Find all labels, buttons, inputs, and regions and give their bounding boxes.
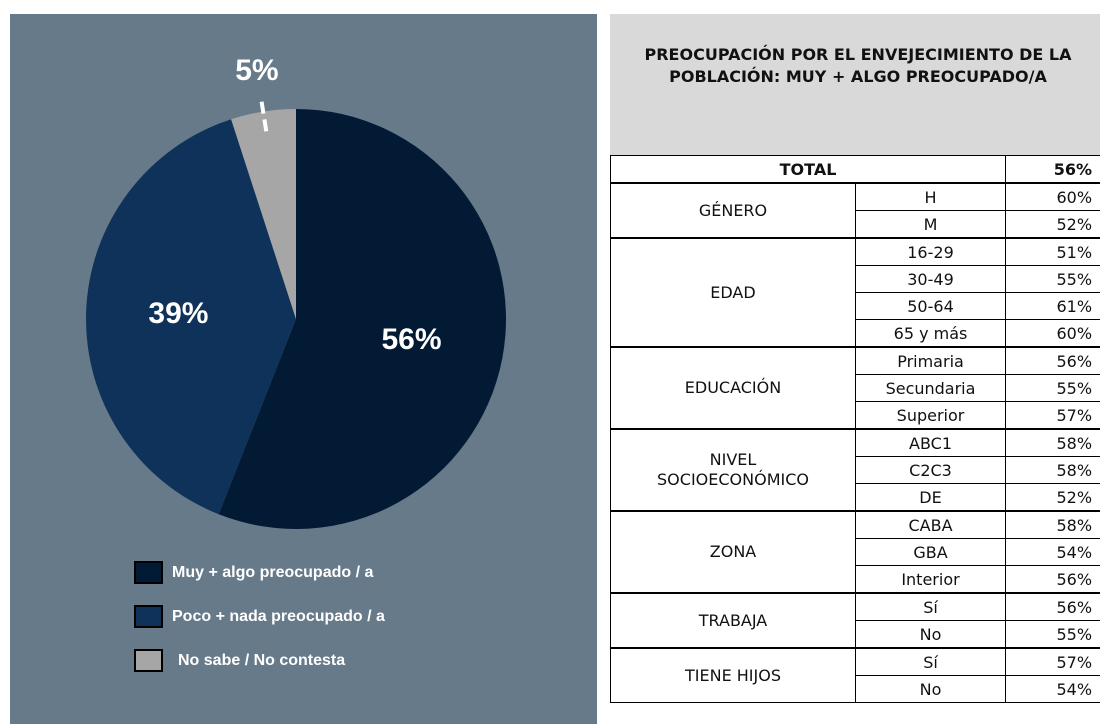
row-value: 58%: [1005, 510, 1100, 539]
group-label: EDUCACIÓN: [610, 346, 856, 430]
table-row: TOTAL 56%: [610, 155, 1100, 184]
row-value: 60%: [1005, 319, 1100, 348]
row-label: No: [854, 675, 1007, 703]
row-value: 61%: [1005, 292, 1100, 320]
table-panel: PREOCUPACIÓN POR EL ENVEJECIMIENTO DE LA…: [610, 14, 1100, 724]
table-row: Superior 57%: [611, 401, 1100, 430]
row-label: Interior: [854, 565, 1007, 594]
row-value: 55%: [1005, 374, 1100, 402]
data-label: 5%: [235, 54, 278, 87]
table-row: 65 y más 60%: [611, 319, 1100, 348]
row-label: No: [854, 620, 1007, 649]
row-value: 55%: [1005, 265, 1100, 293]
row-label: Sí: [854, 592, 1007, 621]
row-value: 54%: [1005, 675, 1100, 703]
row-label: Superior: [854, 401, 1007, 430]
table-row: No 55%: [611, 620, 1100, 649]
table-row: GÉNERO H 60%: [610, 182, 1100, 239]
legend-swatch: [134, 561, 163, 584]
group-label: NIVEL SOCIOECONÓMICO: [610, 428, 856, 512]
leader-line: [258, 97, 269, 132]
group-label: TRABAJA: [610, 592, 856, 649]
row-label: DE: [854, 483, 1007, 512]
group-label: ZONA: [610, 510, 856, 594]
legend-label: Muy + algo preocupado / a: [172, 564, 373, 581]
row-value: 55%: [1005, 620, 1100, 649]
row-label: ABC1: [854, 428, 1007, 457]
row-label: 16-29: [854, 237, 1007, 266]
pie-slice: [231, 109, 296, 319]
table-row: 50-64 61%: [611, 292, 1100, 320]
legend-swatch: [134, 605, 163, 628]
data-label: 39%: [148, 297, 208, 330]
group-label: TIENE HIJOS: [610, 647, 856, 703]
row-value: 52%: [1005, 483, 1100, 512]
row-label: Sí: [854, 647, 1007, 676]
table-title: PREOCUPACIÓN POR EL ENVEJECIMIENTO DE LA…: [610, 14, 1100, 155]
row-value: 56%: [1005, 565, 1100, 594]
table-row: 30-49 55%: [611, 265, 1100, 293]
total-value: 56%: [1005, 155, 1100, 184]
table-row: No 54%: [611, 675, 1100, 703]
row-value: 52%: [1005, 210, 1100, 239]
row-label: 50-64: [854, 292, 1007, 320]
table-row: DE 52%: [611, 483, 1100, 512]
pie-slice: [85, 119, 297, 515]
table-row: Secundaria 55%: [611, 374, 1100, 402]
chart-panel: 56% 39% 5% Muy + algo preocupado / a Poco + …: [10, 14, 597, 724]
pie-chart: 56% 39% 5% Muy + algo preocupado / a Poco + …: [85, 54, 506, 672]
row-label: Secundaria: [854, 374, 1007, 402]
pie-slice: [218, 109, 506, 529]
row-value: 51%: [1005, 237, 1100, 266]
row-label: M: [854, 210, 1007, 239]
table-row: NIVEL SOCIOECONÓMICO ABC1 58%: [610, 428, 1100, 512]
data-label: 56%: [381, 323, 441, 356]
table-row: EDUCACIÓN Primaria 56%: [610, 346, 1100, 430]
row-label: Primaria: [854, 346, 1007, 375]
row-label: GBA: [854, 538, 1007, 566]
row-value: 60%: [1005, 182, 1100, 211]
table-row: M 52%: [611, 210, 1100, 239]
table-row: ZONA CABA 58%: [610, 510, 1100, 594]
row-label: CABA: [854, 510, 1007, 539]
total-label: TOTAL: [610, 155, 1007, 184]
legend-label: Poco + nada preocupado / a: [172, 608, 385, 625]
group-label: EDAD: [610, 237, 856, 348]
row-value: 58%: [1005, 456, 1100, 484]
group-label: GÉNERO: [610, 182, 856, 239]
row-label: 65 y más: [854, 319, 1007, 348]
table-row: GBA 54%: [611, 538, 1100, 566]
row-value: 56%: [1005, 346, 1100, 375]
row-value: 57%: [1005, 401, 1100, 430]
table-row: TRABAJA Sí 56%: [610, 592, 1100, 649]
table-row: EDAD 16-29 51%: [610, 237, 1100, 348]
legend-swatch: [134, 649, 163, 672]
row-label: 30-49: [854, 265, 1007, 293]
table: TOTAL 56% GÉNERO H 60% M 52% EDAD 16-29 51% 30-49 5…: [610, 155, 1100, 703]
table-row: TIENE HIJOS Sí 57%: [610, 647, 1100, 703]
row-value: 56%: [1005, 592, 1100, 621]
row-value: 58%: [1005, 428, 1100, 457]
row-label: C2C3: [854, 456, 1007, 484]
row-label: H: [854, 182, 1007, 211]
row-value: 54%: [1005, 538, 1100, 566]
legend-label: No sabe / No contesta: [178, 652, 345, 669]
row-value: 57%: [1005, 647, 1100, 676]
